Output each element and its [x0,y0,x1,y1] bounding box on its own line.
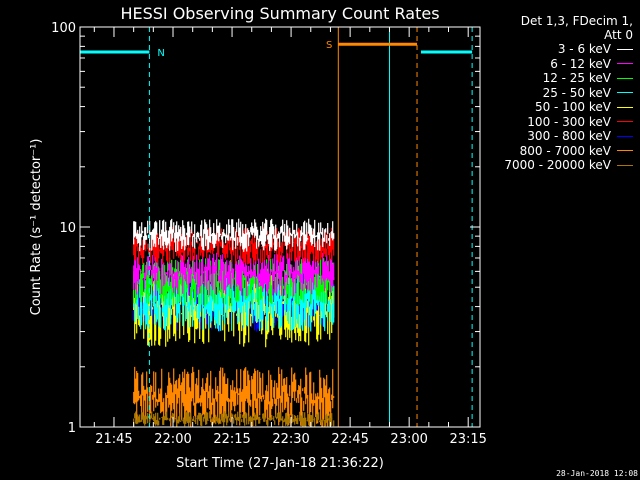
legend-swatch [617,106,633,108]
y-axis-ticks: 1 10 100 [51,21,480,436]
series-trace [133,252,335,297]
y-tick-label: 10 [59,221,76,236]
legend-item-label: 3 - 6 keV [557,42,611,57]
x-tick-label: 21:45 [95,432,132,447]
series-800to7000keV [133,366,335,427]
x-axis-label: Start Time (27-Jan-18 21:36:22) [176,456,384,471]
legend-item-label: 12 - 25 keV [542,71,611,86]
legend-item: 100 - 300 keV [478,115,633,130]
legend-item-label: 6 - 12 keV [550,56,611,71]
x-tick-label: 22:30 [272,432,309,447]
legend-item: 300 - 800 keV [478,129,633,144]
legend-header-line-1: Det 1,3, FDecim 1, [520,14,633,28]
timestamp: 28-Jan-2018 12:08 [556,469,638,478]
legend-swatch [617,92,633,94]
legend-item: 12 - 25 keV [478,71,633,86]
legend-swatch [617,150,633,152]
x-axis-ticks: 21:45 22:00 22:15 22:30 22:45 23:00 23:15 [93,27,487,447]
legend-item-label: 50 - 100 keV [534,100,611,115]
x-tick-label: 22:00 [154,432,191,447]
legend-item: 7000 - 20000 keV [478,158,633,173]
saa-label: S [326,40,332,51]
legend-item-label: 800 - 7000 keV [519,143,611,158]
x-tick-label: 22:15 [213,432,250,447]
legend-item: 6 - 12 keV [478,57,633,72]
legend-header-line-2: Att 0 [604,28,633,42]
legend-item: 50 - 100 keV [478,100,633,115]
legend-swatch [617,164,633,166]
y-tick-label: 1 [68,421,76,436]
x-tick-label: 23:00 [390,432,427,447]
legend-swatch [617,48,633,50]
y-axis-label: Count Rate (s⁻¹ detector⁻¹) [29,139,44,316]
legend-item-label: 25 - 50 keV [542,85,611,100]
chart-title: HESSI Observing Summary Count Rates [120,4,439,23]
legend-swatch [617,121,633,123]
legend-item: 25 - 50 keV [478,86,633,101]
legend-swatch [617,63,633,65]
legend-rows: 3 - 6 keV 6 - 12 keV 12 - 25 keV 25 - 50 ke… [478,42,633,173]
legend-item: 3 - 6 keV [478,42,633,57]
legend-swatch [617,135,633,137]
legend-item-label: 100 - 300 keV [527,114,611,129]
plot-marks [133,218,335,427]
legend-swatch [617,77,633,79]
x-tick-label: 22:45 [331,432,368,447]
legend: Det 1,3, FDecim 1, Att 0 3 - 6 keV 6 - 12… [478,14,633,173]
legend-item: 800 - 7000 keV [478,144,633,159]
legend-item-label: 300 - 800 keV [527,129,611,144]
x-tick-label: 23:15 [449,432,486,447]
series-trace [133,218,335,252]
series-6to12keV [133,252,335,297]
night-label: N [157,48,164,59]
legend-item-label: 7000 - 20000 keV [504,158,611,173]
series-trace [133,366,335,427]
y-tick-label: 100 [51,21,76,36]
series-3to6keV [133,218,335,252]
